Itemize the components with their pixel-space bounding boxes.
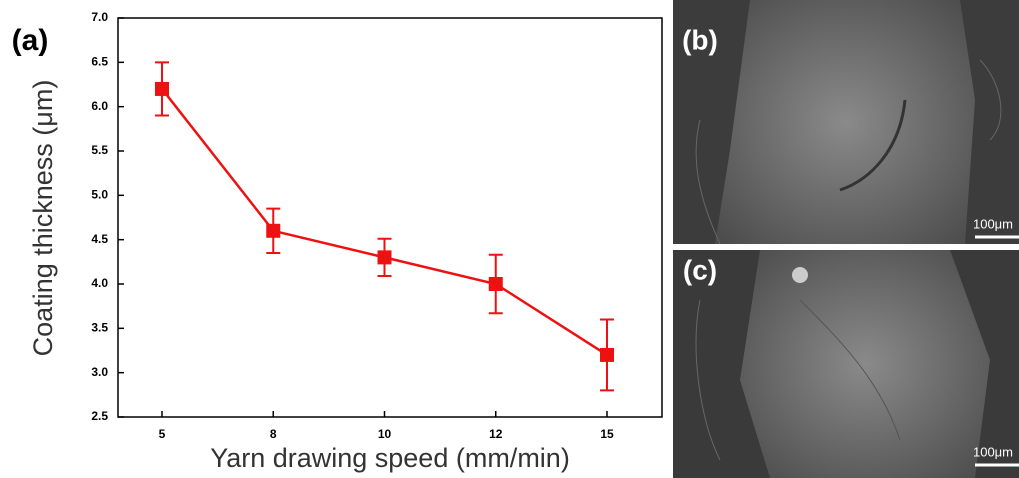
- y-tick-label: 5.5: [91, 143, 108, 157]
- x-axis-label: Yarn drawing speed (mm/min): [210, 443, 570, 473]
- marker: [377, 250, 392, 265]
- x-tick-label: 10: [378, 427, 392, 441]
- y-tick-label: 3.0: [91, 365, 108, 379]
- data-line: [161, 88, 608, 356]
- y-tick-label: 4.0: [91, 276, 108, 290]
- sem-image-b: [673, 0, 1019, 245]
- y-tick-label: 2.5: [91, 409, 108, 423]
- x-tick-label: 12: [489, 427, 503, 441]
- y-tick-label: 6.0: [91, 99, 108, 113]
- marker: [266, 223, 281, 238]
- marker: [488, 277, 503, 291]
- panel-label: (c): [683, 254, 717, 285]
- y-axis-label: Coating thickness (μm): [28, 80, 58, 357]
- y-tick-label: 5.0: [91, 188, 108, 202]
- y-tick-label: 6.5: [91, 55, 108, 69]
- y-tick-label: 4.5: [91, 232, 108, 246]
- y-tick-label: 7.0: [91, 10, 108, 24]
- x-tick-label: 8: [270, 427, 277, 441]
- marker: [155, 81, 169, 96]
- x-tick-label: 5: [159, 427, 166, 441]
- scale-bar-label: 100μm: [973, 444, 1013, 459]
- panel-label: (a): [12, 24, 49, 57]
- marker: [600, 347, 614, 362]
- panel-label: (b): [682, 24, 718, 55]
- plot-frame: [117, 17, 663, 418]
- x-tick-label: 15: [600, 427, 614, 441]
- y-tick-label: 3.5: [91, 321, 108, 335]
- sem-image-c: [673, 250, 1019, 478]
- scale-bar-label: 100μm: [973, 216, 1013, 231]
